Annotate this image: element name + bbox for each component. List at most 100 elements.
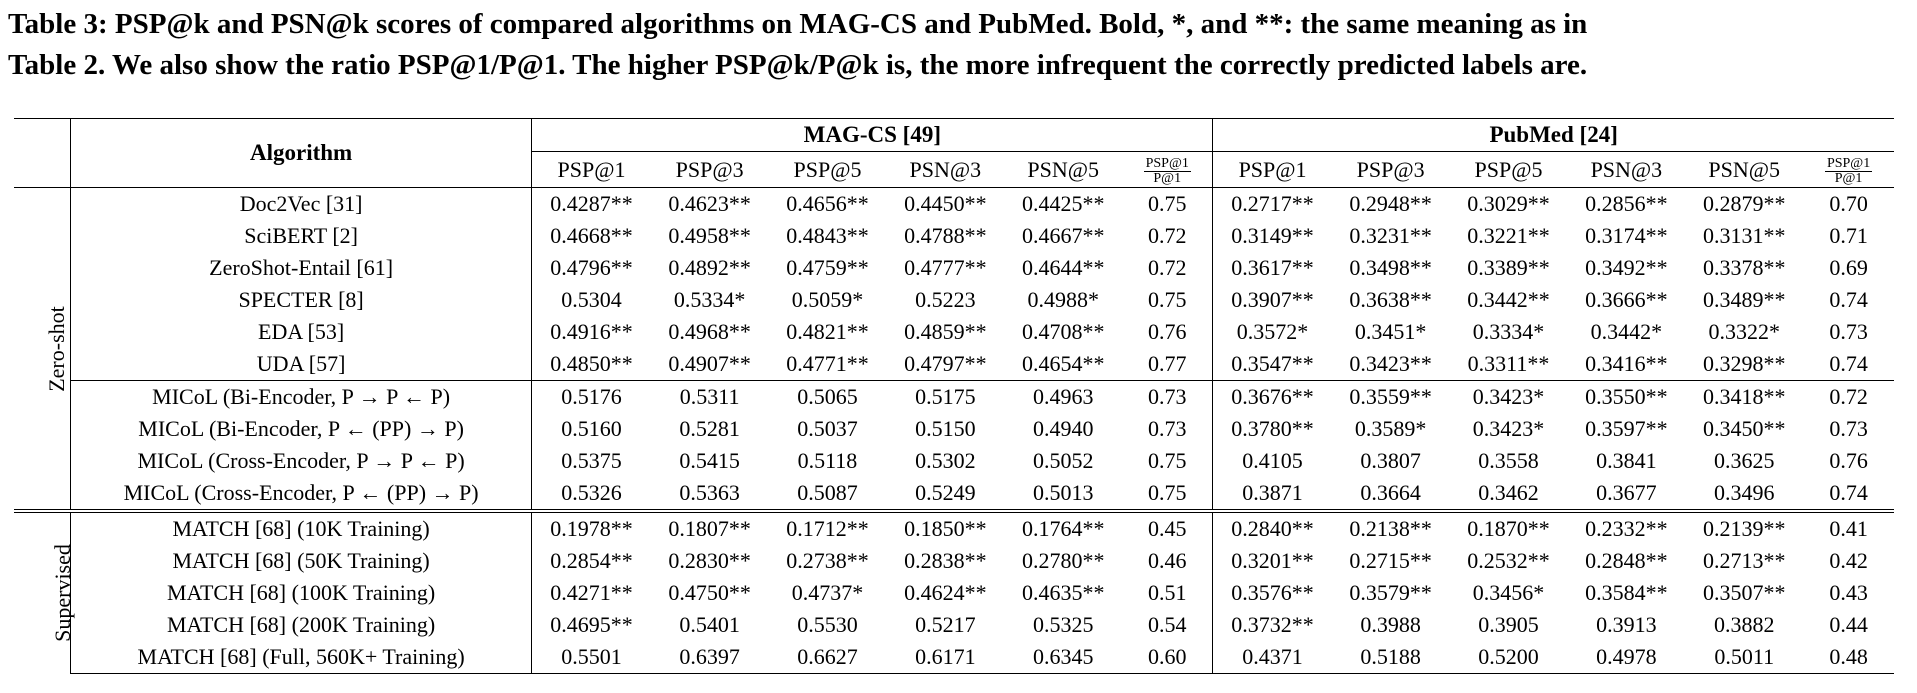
score-cell-pubmed: 0.3579** — [1349, 580, 1432, 605]
ratio-cell-pubmed: 0.70 — [1803, 187, 1894, 220]
score-cell-pubmed: 0.3311** — [1467, 351, 1550, 376]
score-cell-pubmed: 0.3423* — [1472, 416, 1545, 441]
results-table: Algorithm MAG-CS [49] PubMed [24] PSP@1 P… — [14, 118, 1894, 674]
algorithm-cell: MATCH [68] (10K Training) — [70, 509, 533, 545]
score-cell-pubmed: 0.3442* — [1590, 319, 1663, 344]
ratio-cell-mag: 0.54 — [1122, 609, 1214, 641]
group-label-cell: Zero-shot — [14, 187, 71, 511]
table-row: ZeroShot-Entail [61] 0.4796** 0.4892** 0.47… — [14, 252, 1894, 284]
score-cell-mag: 0.4287** — [531, 187, 651, 220]
score-cell-mag: 0.2738** — [786, 548, 869, 573]
ratio-cell-mag: 0.76 — [1122, 316, 1214, 348]
score-cell-mag: 0.5217 — [915, 612, 976, 637]
score-cell-pubmed: 0.3492** — [1585, 255, 1668, 280]
score-cell-pubmed: 0.3450** — [1702, 416, 1786, 441]
table-row: MICoL (Cross-Encoder, P ← (PP) → P) 0.532… — [14, 477, 1894, 511]
algorithm-cell: UDA [57] — [70, 348, 533, 381]
ratio-cell-pubmed: 0.71 — [1829, 223, 1868, 248]
table-row: SciBERT [2] 0.4668** 0.4958** 0.4843** 0.478… — [14, 220, 1894, 252]
score-cell-mag: 0.4788** — [904, 223, 987, 248]
table-caption: Table 3: PSP@k and PSN@k scores of compa… — [8, 4, 1908, 86]
score-cell-pubmed: 0.3131** — [1702, 223, 1786, 248]
algorithm-cell: ZeroShot-Entail [61] — [70, 252, 533, 284]
score-cell-pubmed: 0.3029** — [1449, 187, 1568, 220]
ratio-denominator: P@1 — [1153, 170, 1182, 186]
ratio-cell-mag: 0.75 — [1122, 477, 1214, 511]
ratio-cell-mag: 0.75 — [1122, 187, 1214, 220]
score-cell-mag: 0.4859** — [904, 319, 987, 344]
score-cell-mag: 0.4695** — [550, 612, 633, 637]
metric-header-pubmed-psp-at-3: PSP@3 — [1356, 156, 1425, 182]
ratio-denominator: P@1 — [1834, 170, 1863, 186]
score-cell-mag: 0.1850** — [886, 509, 1005, 545]
score-cell-pubmed: 0.3550** — [1567, 380, 1686, 413]
algorithm-cell: MATCH [68] (50K Training) — [70, 545, 533, 577]
dataset-header-mag-cs: MAG-CS [49] — [531, 118, 1214, 152]
ratio-cell-mag: 0.73 — [1122, 413, 1214, 445]
score-cell-pubmed: 0.3547** — [1231, 351, 1314, 376]
group-label: Supervised — [49, 544, 75, 643]
score-cell-mag: 0.1807** — [650, 509, 769, 545]
score-cell-mag: 0.4635** — [1021, 580, 1105, 605]
score-cell-mag: 0.2838** — [904, 548, 987, 573]
table-row: Zero-shot Doc2Vec [31] 0.4287** 0.4623** 0.4… — [14, 187, 1894, 511]
ratio-numerator: PSP@1 — [1143, 155, 1191, 172]
score-cell-mag: 0.4958** — [668, 223, 751, 248]
score-cell-mag: 0.4892** — [668, 255, 751, 280]
ratio-cell-mag: 0.77 — [1122, 348, 1214, 381]
score-cell-mag: 0.5249 — [915, 480, 976, 505]
ratio-cell-mag: 0.73 — [1122, 380, 1214, 413]
score-cell-mag: 0.5087 — [797, 480, 858, 505]
score-cell-pubmed: 0.3174** — [1585, 223, 1668, 248]
score-cell-pubmed: 0.3496 — [1713, 480, 1775, 505]
score-cell-pubmed: 0.3378** — [1702, 255, 1786, 280]
score-cell-pubmed: 0.3456* — [1472, 580, 1545, 605]
score-cell-pubmed: 0.3907** — [1231, 287, 1314, 312]
ratio-cell-pubmed: 0.72 — [1803, 380, 1894, 413]
score-cell-pubmed: 0.2715** — [1349, 548, 1432, 573]
score-cell-mag: 0.5415 — [679, 448, 740, 473]
metric-header-pubmed-psp-at-1: PSP@1 — [1238, 156, 1307, 182]
results-table-container: Algorithm MAG-CS [49] PubMed [24] PSP@1 P… — [14, 118, 1894, 674]
score-cell-mag: 0.4797** — [904, 351, 987, 376]
score-cell-pubmed: 0.2532** — [1467, 548, 1550, 573]
score-cell-mag: 0.5150 — [915, 416, 976, 441]
score-cell-pubmed: 0.2332** — [1567, 509, 1686, 545]
score-cell-pubmed: 0.1870** — [1449, 509, 1568, 545]
score-cell-mag: 0.4907** — [668, 351, 751, 376]
algorithm-cell: MATCH [68] (200K Training) — [70, 609, 533, 641]
ratio-cell-pubmed: 0.43 — [1829, 580, 1868, 605]
score-cell-pubmed: 0.3597** — [1585, 416, 1668, 441]
score-cell-mag: 0.5059* — [791, 287, 864, 312]
score-cell-mag: 0.4843** — [786, 223, 869, 248]
score-cell-mag: 0.2830** — [668, 548, 751, 573]
score-cell-pubmed: 0.3882 — [1713, 612, 1775, 637]
score-cell-pubmed: 0.2717** — [1212, 187, 1332, 220]
score-cell-mag: 0.1764** — [1004, 509, 1123, 545]
table-row: MICoL (Cross-Encoder, P → P ← P) 0.5375 0.… — [14, 445, 1894, 477]
algorithm-cell: EDA [53] — [70, 316, 533, 348]
score-cell-pubmed: 0.3423** — [1349, 351, 1432, 376]
score-cell-mag: 0.4623** — [650, 187, 769, 220]
score-cell-mag: 0.4963 — [1004, 380, 1123, 413]
ratio-fraction: PSP@1 P@1 — [1143, 155, 1191, 186]
table-row: MATCH [68] (200K Training) 0.4695** 0.5401… — [14, 609, 1894, 641]
ratio-cell-mag: 0.72 — [1122, 220, 1214, 252]
score-cell-mag: 0.4750** — [668, 580, 751, 605]
score-cell-mag: 0.4271** — [550, 580, 633, 605]
algorithm-cell: MICoL (Cross-Encoder, P → P ← P) — [70, 445, 533, 477]
score-cell-mag: 0.5160 — [561, 416, 622, 441]
score-cell-mag: 0.5334* — [673, 287, 746, 312]
ratio-cell-mag: 0.75 — [1122, 284, 1214, 316]
table-row: MICoL (Bi-Encoder, P → P ← P) 0.5176 0.531… — [14, 380, 1894, 413]
score-cell-pubmed: 0.3462 — [1478, 480, 1539, 505]
score-cell-pubmed: 0.3664 — [1360, 480, 1421, 505]
score-cell-pubmed: 0.3558 — [1478, 448, 1539, 473]
metric-header-mag-psp-at-5: PSP@5 — [793, 156, 862, 182]
ratio-cell-pubmed: 0.74 — [1829, 351, 1868, 376]
score-cell-pubmed: 0.3871 — [1242, 480, 1303, 505]
score-cell-mag: 0.5311 — [650, 380, 769, 413]
score-cell-mag: 0.5281 — [679, 416, 740, 441]
score-cell-pubmed: 0.3231** — [1349, 223, 1432, 248]
ratio-cell-pubmed: 0.76 — [1829, 448, 1868, 473]
